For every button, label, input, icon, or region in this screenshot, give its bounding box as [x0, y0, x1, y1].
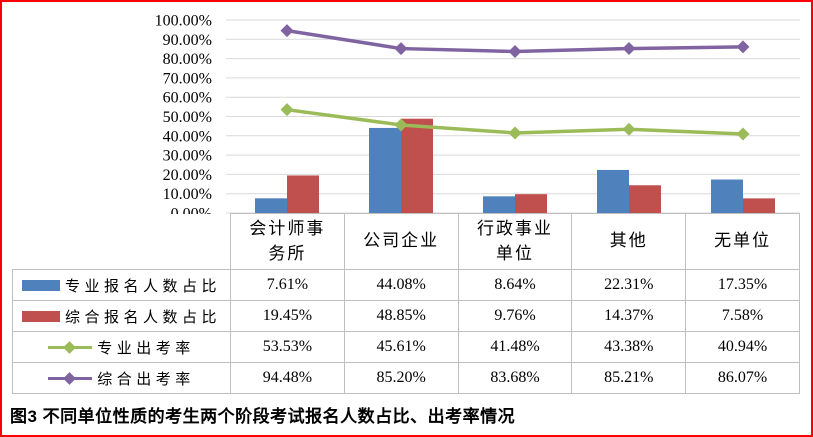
diamond-marker-icon: [280, 24, 294, 38]
value-cell: 53.53%: [230, 331, 345, 363]
y-tick-label: 30.00%: [163, 148, 212, 165]
diamond-marker-icon: [394, 118, 408, 132]
chart-data-table: 会计师事务所 公司企业 行政事业单位 其他 无单位 专业报名人数占比 7.61% 44.08…: [12, 213, 800, 394]
value-cell: 8.64%: [457, 269, 573, 301]
column-header-label: 无单位: [714, 231, 772, 251]
y-tick-label: 80.00%: [163, 51, 212, 68]
value-cell: 83.68%: [457, 362, 573, 394]
bar-series-1: [255, 127, 743, 213]
value-cell: 94.48%: [230, 362, 345, 394]
diamond-marker-icon: [394, 42, 408, 56]
value-cell: 7.58%: [685, 300, 800, 332]
value-cell: 19.45%: [230, 300, 345, 332]
bar: [743, 198, 775, 213]
value-cell: 40.94%: [685, 331, 800, 363]
y-tick-label: 50.00%: [163, 109, 212, 126]
line-marker-icon: [48, 341, 93, 355]
bar: [369, 127, 401, 213]
column-header-label: 其他: [609, 231, 648, 251]
value-cell: 43.38%: [571, 331, 687, 363]
value-cell: 86.07%: [685, 362, 800, 394]
table-header: 会计师事务所 公司企业 行政事业单位 其他 无单位: [12, 213, 800, 270]
legend-label: 综合报名人数占比: [64, 309, 221, 326]
diamond-marker-icon: [622, 122, 636, 136]
legend-label: 综合出考率: [97, 371, 195, 388]
bar: [255, 198, 287, 213]
table-body: 专业报名人数占比 7.61% 44.08% 8.64% 22.31% 17.35% 综合报名…: [12, 269, 800, 394]
diamond-icon: [63, 341, 77, 355]
table-row: 综合出考率 94.48% 85.20% 83.68% 85.21% 86.07%: [12, 362, 800, 394]
value-cell: 45.61%: [343, 331, 459, 363]
combo-chart-svg: 0.00% 10.00% 20.00% 30.00% 40.00% 50.00% 60.00…: [155, 13, 800, 215]
column-header-label: 行政事业单位: [476, 218, 553, 263]
bar-series-2: [287, 118, 775, 213]
figure-caption: 图3 不同单位性质的考生两个阶段考试报名人数占比、出考率情况: [10, 407, 516, 426]
value-cell: 14.37%: [571, 300, 687, 332]
legend-label: 专业出考率: [97, 340, 195, 357]
diamond-marker-icon: [280, 103, 294, 117]
column-header: 行政事业单位: [457, 213, 573, 270]
column-header: 会计师事务所: [230, 213, 345, 270]
diamond-marker-icon: [508, 126, 522, 140]
table-header-row: 会计师事务所 公司企业 行政事业单位 其他 无单位: [12, 213, 800, 270]
bar: [287, 175, 319, 213]
value-cell: 7.61%: [230, 269, 345, 301]
diamond-marker-icon: [508, 44, 522, 58]
legend-item: 综合出考率: [12, 362, 231, 394]
diamond-icon: [63, 372, 77, 386]
bar-swatch-icon: [21, 311, 60, 323]
column-header: 公司企业: [343, 213, 459, 270]
corner-blank-cell: [12, 213, 231, 270]
value-cell: 17.35%: [685, 269, 800, 301]
column-header-label: 公司企业: [363, 231, 440, 251]
line-series-2: [280, 24, 750, 58]
y-axis-tick-labels: 0.00% 10.00% 20.00% 30.00% 40.00% 50.00% 60.00…: [155, 13, 212, 215]
value-cell: 22.31%: [571, 269, 687, 301]
legend-label: 专业报名人数占比: [64, 278, 221, 295]
y-tick-label: 60.00%: [163, 90, 212, 107]
y-tick-label: 40.00%: [163, 128, 212, 145]
value-cell: 48.85%: [343, 300, 459, 332]
table-row: 专业报名人数占比 7.61% 44.08% 8.64% 22.31% 17.35%: [12, 269, 800, 301]
y-tick-label: 10.00%: [163, 186, 212, 203]
value-cell: 85.20%: [343, 362, 459, 394]
bar: [597, 169, 629, 213]
legend-item: 专业报名人数占比: [12, 269, 231, 301]
bar: [483, 196, 515, 213]
value-cell: 44.08%: [343, 269, 459, 301]
line-marker-icon: [48, 372, 93, 386]
bar: [711, 179, 743, 213]
value-cell: 85.21%: [571, 362, 687, 394]
y-tick-label: 70.00%: [163, 70, 212, 87]
column-header-label: 会计师事务所: [249, 218, 326, 263]
bar-swatch-icon: [21, 280, 60, 292]
value-cell: 9.76%: [457, 300, 573, 332]
bar: [401, 118, 433, 213]
diamond-marker-icon: [736, 127, 750, 141]
y-tick-label: 100.00%: [155, 13, 212, 30]
column-header: 其他: [571, 213, 687, 270]
table-row: 专业出考率 53.53% 45.61% 41.48% 43.38% 40.94%: [12, 331, 800, 363]
column-header: 无单位: [685, 213, 800, 270]
y-tick-label: 90.00%: [163, 32, 212, 49]
bar: [629, 185, 661, 213]
value-cell: 41.48%: [457, 331, 573, 363]
table-row: 综合报名人数占比 19.45% 48.85% 9.76% 14.37% 7.58%: [12, 300, 800, 332]
y-tick-label: 0.00%: [171, 206, 212, 215]
diamond-marker-icon: [736, 40, 750, 54]
bar: [515, 194, 547, 213]
y-tick-label: 20.00%: [163, 167, 212, 184]
legend-item: 专业出考率: [12, 331, 231, 363]
line-series-1: [280, 103, 750, 141]
diamond-marker-icon: [622, 42, 636, 56]
legend-item: 综合报名人数占比: [12, 300, 231, 332]
